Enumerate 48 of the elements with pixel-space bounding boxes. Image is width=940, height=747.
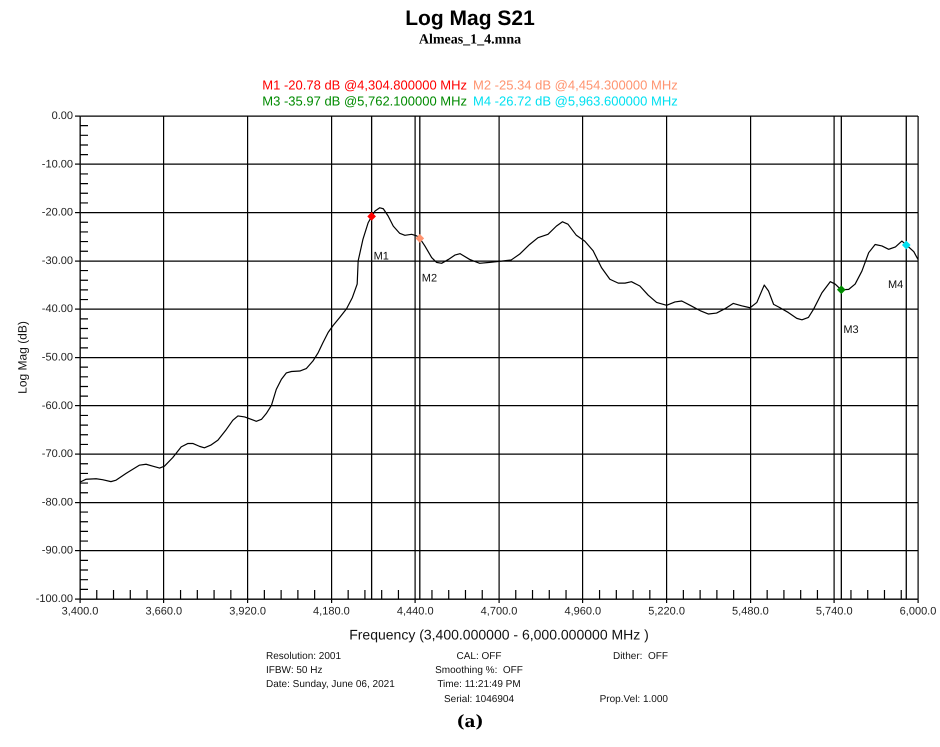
y-tick-label: -80.00 <box>42 496 73 508</box>
text: Date: Sunday, June 06, 2021 <box>266 679 395 691</box>
x-tick-label: 5,740.0 <box>816 606 853 618</box>
x-tick-label: 3,660.0 <box>145 606 182 618</box>
x-tick-label: 5,480.0 <box>732 606 769 618</box>
ref-line-label: M4 <box>888 278 904 291</box>
point <box>368 212 376 220</box>
text: Prop.Vel: 1.000 <box>600 694 668 706</box>
x-tick-label: 4,700.0 <box>480 606 518 618</box>
point <box>902 240 910 250</box>
ref-line-label: M1 <box>374 250 389 263</box>
text: IFBW: 50 Hz <box>266 665 322 677</box>
x-axis-title: Frequency (3,400.000000 - 6,000.000000 MHz ) <box>349 626 649 642</box>
chart-title: Log Mag S21 <box>405 6 536 30</box>
y-tick-label: -10.00 <box>42 158 73 170</box>
text: M4 -26.72 dB @5,963.600000 MHz <box>473 94 678 109</box>
text: Time: 11:21:49 PM <box>437 679 521 691</box>
x-tick-label: 6,000.0 <box>900 606 936 618</box>
y-tick-label: -70.00 <box>42 448 73 460</box>
text: Resolution: 2001 <box>266 651 342 663</box>
y-tick-label: -50.00 <box>42 352 73 364</box>
ref-line-label: M2 <box>422 272 438 284</box>
text: Dither: OFF <box>612 651 668 663</box>
y-tick-label: -60.00 <box>42 400 73 412</box>
x-tick-label: 4,180.0 <box>313 606 350 618</box>
x-tick-label: 4,960.0 <box>564 606 602 618</box>
text: M2 -25.34 dB @4,454.300000 MHz <box>473 78 678 93</box>
point <box>416 234 424 242</box>
text: Serial: 1046904 <box>444 694 514 706</box>
y-tick-label: 0.00 <box>52 110 73 122</box>
chart-subtitle: Almeas_1_4.mna <box>418 32 522 48</box>
text: M3 -35.97 dB @5,762.100000 MHz <box>262 94 468 109</box>
y-tick-label: -100.00 <box>36 593 73 606</box>
text: Smoothing %: OFF <box>435 665 523 677</box>
x-tick-label: 5,220.0 <box>648 606 685 618</box>
x-tick-label: 3,400.0 <box>62 606 98 618</box>
x-tick-label: 3,920.0 <box>229 606 266 618</box>
ref-line-label: M3 <box>843 324 859 336</box>
y-tick-label: -20.00 <box>42 206 73 219</box>
y-tick-label: -40.00 <box>42 303 73 316</box>
text: (a) <box>456 712 484 732</box>
text: CAL: OFF <box>456 651 502 663</box>
x-tick-label: 4,440.0 <box>396 606 434 618</box>
y-tick-label: -90.00 <box>42 544 73 557</box>
point <box>837 286 846 294</box>
text: M1 -20.78 dB @4,304.800000 MHz <box>262 78 468 93</box>
y-tick-label: -30.00 <box>42 254 73 267</box>
y-axis-title: Log Mag (dB) <box>16 321 30 394</box>
